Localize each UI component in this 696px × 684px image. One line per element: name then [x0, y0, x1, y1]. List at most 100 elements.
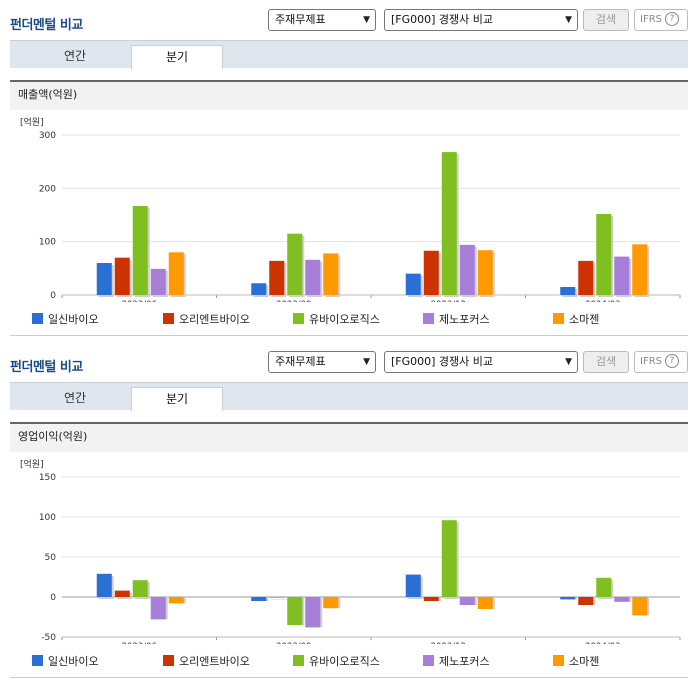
bar-2023/12-소마젠: [477, 597, 493, 609]
bar-2023/06-오리엔트바이오: [114, 257, 130, 295]
legend-item-제노포커스[interactable]: 제노포커스: [423, 654, 490, 670]
tab-quarterly[interactable]: 분기: [131, 45, 223, 69]
y-tick-label: 50: [45, 553, 57, 563]
chart-legend: 일신바이오 오리엔트바이오 유바이오로직스 제노포커스 소마젠: [10, 312, 688, 328]
bar-2024/03-오리엔트바이오: [578, 260, 594, 295]
fundamental-section-2: 펀더멘털 비교 주재무제표 ▼ [FG000] 경쟁사 비교 ▼ 검색 IFRS…: [0, 342, 696, 684]
bar-2023/09-일신바이오: [251, 597, 267, 601]
bar-2024/03-오리엔트바이오: [578, 597, 594, 605]
help-icon: ?: [665, 354, 679, 368]
bar-2023/12-오리엔트바이오: [423, 250, 439, 295]
ifrs-label: IFRS: [640, 356, 662, 367]
legend-swatch: [423, 313, 434, 324]
bar-2024/03-소마젠: [632, 597, 648, 616]
legend-item-오리엔트바이오[interactable]: 오리엔트바이오: [163, 654, 250, 670]
tab-quarterly[interactable]: 분기: [131, 387, 223, 411]
legend-item-유바이오로직스[interactable]: 유바이오로직스: [293, 654, 380, 670]
bar-2024/03-일신바이오: [560, 597, 576, 600]
bar-2023/09-유바이오로직스: [287, 597, 303, 625]
comparison-group-value: [FG000] 경쟁사 비교: [391, 355, 494, 368]
x-tick-label: 2023/09: [276, 642, 311, 644]
chevron-down-icon: ▼: [363, 15, 370, 25]
legend-swatch: [553, 655, 564, 666]
chart-header: 영업이익(억원): [10, 422, 688, 452]
bar-2023/06-소마젠: [168, 597, 184, 604]
statement-type-select[interactable]: 주재무제표 ▼: [268, 351, 376, 373]
legend-label: 오리엔트바이오: [179, 655, 250, 668]
legend-label: 유바이오로직스: [309, 655, 380, 668]
statement-type-select[interactable]: 주재무제표 ▼: [268, 9, 376, 31]
ifrs-button[interactable]: IFRS?: [634, 351, 688, 373]
y-tick-label: 100: [39, 513, 56, 523]
search-button[interactable]: 검색: [583, 9, 629, 31]
bar-2023/06-제노포커스: [150, 268, 166, 295]
legend-item-소마젠[interactable]: 소마젠: [553, 654, 599, 670]
bar-2023/12-일신바이오: [405, 574, 421, 597]
chart-legend: 일신바이오 오리엔트바이오 유바이오로직스 제노포커스 소마젠: [10, 654, 688, 670]
y-tick-label: 300: [39, 131, 56, 141]
bar-2023/06-오리엔트바이오: [114, 590, 130, 597]
divider: [10, 335, 688, 336]
bar-2023/06-제노포커스: [150, 597, 166, 620]
ifrs-button[interactable]: IFRS?: [634, 9, 688, 31]
legend-swatch: [163, 655, 174, 666]
bar-2023/06-일신바이오: [96, 573, 112, 597]
bar-2023/09-오리엔트바이오: [269, 260, 285, 295]
legend-item-제노포커스[interactable]: 제노포커스: [423, 312, 490, 328]
statement-type-value: 주재무제표: [275, 355, 326, 368]
chevron-down-icon: ▼: [363, 357, 370, 367]
comparison-group-value: [FG000] 경쟁사 비교: [391, 13, 494, 26]
fundamental-section-1: 펀더멘털 비교 주재무제표 ▼ [FG000] 경쟁사 비교 ▼ 검색 IFRS…: [10, 9, 688, 336]
bar-2024/03-유바이오로직스: [596, 577, 612, 597]
search-button[interactable]: 검색: [583, 351, 629, 373]
bar-2023/12-제노포커스: [459, 597, 475, 605]
tab-annual[interactable]: 연간: [63, 391, 87, 405]
legend-swatch: [293, 313, 304, 324]
legend-item-일신바이오[interactable]: 일신바이오: [32, 312, 99, 328]
bar-2024/03-소마젠: [632, 244, 648, 295]
y-tick-label: 0: [50, 291, 56, 301]
chevron-down-icon: ▼: [565, 15, 572, 25]
bar-2023/12-일신바이오: [405, 273, 421, 295]
legend-item-소마젠[interactable]: 소마젠: [553, 312, 599, 328]
legend-label: 제노포커스: [439, 655, 490, 668]
bar-2023/12-제노포커스: [459, 244, 475, 295]
legend-label: 소마젠: [569, 313, 600, 326]
legend-item-오리엔트바이오[interactable]: 오리엔트바이오: [163, 312, 250, 328]
bar-2023/06-소마젠: [168, 252, 184, 295]
tab-annual[interactable]: 연간: [63, 49, 87, 63]
bar-2024/03-일신바이오: [560, 287, 576, 295]
section-title: 펀더멘털 비교: [10, 18, 83, 33]
bar-2023/12-유바이오로직스: [441, 520, 457, 597]
legend-label: 일신바이오: [48, 313, 99, 326]
divider: [10, 677, 688, 678]
bar-shadow: [271, 599, 287, 600]
chart-header: 매출액(억원): [10, 80, 688, 110]
legend-label: 오리엔트바이오: [179, 313, 250, 326]
bar-2023/12-오리엔트바이오: [423, 597, 439, 601]
legend-item-일신바이오[interactable]: 일신바이오: [32, 654, 99, 670]
x-tick-label: 2023/06: [122, 300, 157, 302]
x-tick-label: 2023/09: [276, 300, 311, 302]
bar-2023/12-유바이오로직스: [441, 152, 457, 295]
bar-2023/09-제노포커스: [305, 597, 321, 628]
bar-2024/03-제노포커스: [614, 597, 630, 602]
comparison-group-select[interactable]: [FG000] 경쟁사 비교 ▼: [384, 351, 578, 373]
x-tick-label: 2024/03: [585, 300, 620, 302]
bar-2023/09-소마젠: [323, 253, 339, 295]
legend-label: 유바이오로직스: [309, 313, 380, 326]
bar-2023/09-오리엔트바이오: [269, 597, 285, 598]
bar-2023/12-소마젠: [477, 250, 493, 295]
operating-profit-chart: [억원] -50 0 50 100 150 2023/06 2023/09 2023/12 202…: [20, 458, 681, 644]
legend-item-유바이오로직스[interactable]: 유바이오로직스: [293, 312, 380, 328]
bar-2023/09-제노포커스: [305, 259, 321, 295]
legend-swatch: [293, 655, 304, 666]
bar-2023/06-일신바이오: [96, 263, 112, 295]
legend-swatch: [32, 313, 43, 324]
period-tabs: 연간 분기: [10, 382, 688, 411]
bar-2023/09-유바이오로직스: [287, 233, 303, 295]
comparison-group-select[interactable]: [FG000] 경쟁사 비교 ▼: [384, 9, 578, 31]
x-tick-label: 2023/06: [122, 642, 157, 644]
y-tick-label: -50: [41, 633, 56, 643]
legend-label: 일신바이오: [48, 655, 99, 668]
